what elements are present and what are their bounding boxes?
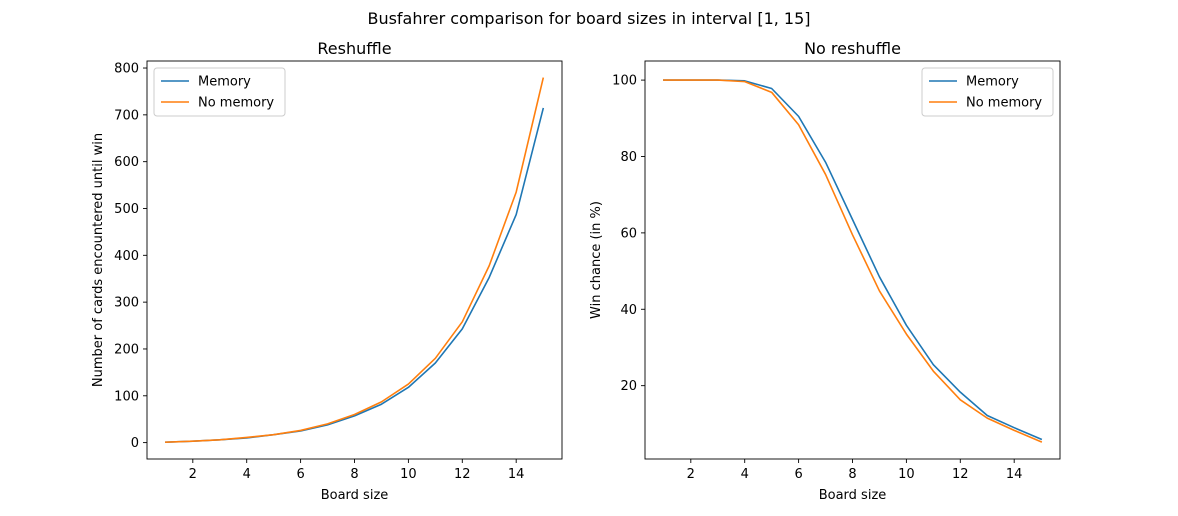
x-tick-label: 14 [1006,467,1023,482]
y-tick-label: 20 [620,379,637,394]
x-tick-label: 4 [243,467,251,482]
chart-title: Reshuffle [317,39,391,58]
y-tick-label: 800 [114,62,139,77]
y-tick-label: 600 [114,155,139,170]
x-tick-label: 12 [454,467,471,482]
series-line-no-memory [663,79,1043,443]
x-tick-label: 8 [848,467,856,482]
x-tick-label: 2 [189,467,197,482]
series-line-no-memory [165,77,545,443]
x-tick-label: 2 [687,467,695,482]
y-tick-label: 300 [114,296,139,311]
legend-label-no-memory: No memory [966,96,1042,111]
x-tick-label: 14 [508,467,525,482]
chart-1: Reshuffle 2 4 6 8 10 12 14 0 100 200 300 400 500 600 70… [91,39,563,503]
y-axis-label: Number of cards encountered until win [91,133,106,387]
legend-box [921,67,1054,117]
x-axis-label: Board size [321,488,389,503]
x-axis-label: Board size [819,488,887,503]
x-tick-label: 6 [296,467,304,482]
y-tick-label: 0 [131,436,139,451]
y-tick-label: 40 [620,303,637,318]
y-tick-label: 700 [114,108,139,123]
x-tick-label: 10 [400,467,417,482]
legend-label-memory: Memory [198,75,251,90]
y-tick-label: 200 [114,342,139,357]
legend-label-no-memory: No memory [198,96,274,111]
figure-title: Busfahrer comparison for board sizes in … [367,9,810,28]
y-tick-label: 60 [620,226,637,241]
y-tick-label: 500 [114,202,139,217]
y-tick-label: 100 [612,74,637,89]
x-tick-label: 12 [952,467,969,482]
y-tick-label: 400 [114,249,139,264]
chart-2: No reshuffle 2 4 6 8 10 12 14 20 40 60 80 100 Board s… [589,39,1061,503]
y-axis-label: Win chance (in %) [589,201,604,319]
legend-box [153,67,286,117]
x-tick-label: 8 [350,467,358,482]
y-tick-label: 80 [620,150,637,165]
x-tick-label: 10 [898,467,915,482]
y-tick-label: 100 [114,389,139,404]
x-tick-label: 6 [794,467,802,482]
legend: Memory No memory [153,67,286,117]
chart-title: No reshuffle [804,39,901,58]
x-tick-label: 4 [741,467,749,482]
legend: Memory No memory [921,67,1054,117]
plots-group: Reshuffle 2 4 6 8 10 12 14 0 100 200 300 400 500 600 70… [91,39,1061,503]
legend-label-memory: Memory [966,75,1019,90]
